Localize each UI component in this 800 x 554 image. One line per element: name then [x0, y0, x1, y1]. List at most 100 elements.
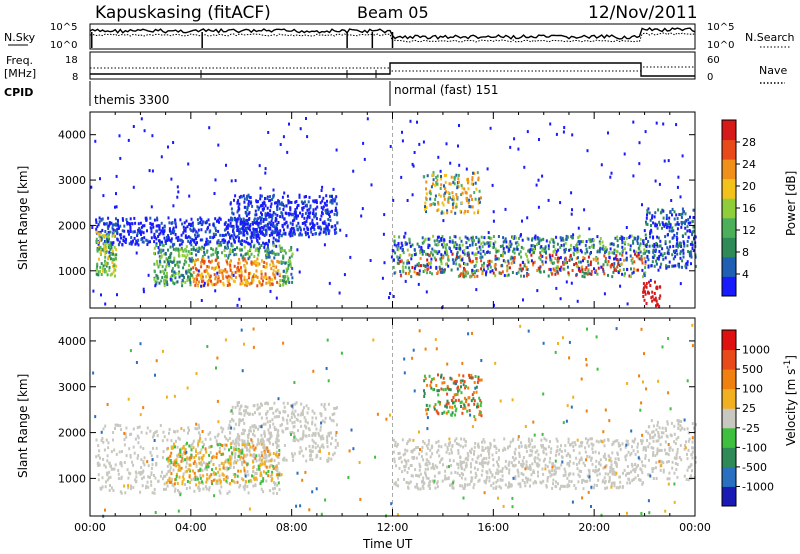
power-echo: [155, 242, 158, 246]
power-echo: [91, 226, 94, 229]
power-echo: [212, 223, 215, 227]
velocity-echo: [153, 488, 156, 491]
velocity-echo: [277, 439, 280, 443]
velocity-echo: [107, 441, 110, 445]
power-echo: [482, 249, 485, 253]
power-echo: [605, 250, 608, 254]
velocity-echo: [626, 465, 629, 468]
power-echo: [457, 274, 460, 278]
velocity-echo: [312, 432, 315, 436]
power-echo: [467, 187, 470, 191]
power-echo: [269, 289, 272, 293]
velocity-echo: [639, 478, 642, 482]
velocity-echo: [527, 439, 530, 443]
power-echo: [241, 220, 244, 224]
power-echo: [203, 250, 206, 254]
power-echo: [104, 270, 107, 274]
power-echo: [691, 243, 694, 247]
power-echo: [603, 292, 606, 296]
power-echo: [117, 220, 119, 224]
power-echo: [108, 233, 110, 237]
power-echo: [310, 221, 313, 225]
power-echo: [160, 255, 163, 259]
velocity-echo: [106, 454, 109, 458]
velocity-echo: [533, 457, 536, 461]
power-echo: [259, 197, 262, 201]
power-echo: [684, 226, 687, 230]
velocity-echo: [513, 451, 516, 454]
power-echo: [292, 219, 294, 223]
power-echo: [444, 180, 447, 184]
power-echo: [123, 239, 126, 243]
power-echo: [662, 257, 665, 261]
power-echo: [549, 258, 552, 262]
power-echo: [651, 214, 654, 218]
power-echo: [413, 270, 416, 274]
power-echo: [246, 205, 249, 209]
power-echo: [202, 279, 205, 283]
power-echo: [183, 276, 185, 279]
velocity-echo: [300, 449, 303, 453]
power-echo: [250, 260, 253, 264]
velocity-echo: [606, 486, 609, 490]
power-echo: [474, 263, 477, 267]
power-echo: [256, 284, 259, 288]
velocity-echo: [168, 469, 170, 473]
velocity-echo: [586, 455, 589, 458]
velocity-echo: [605, 464, 608, 468]
power-echo: [115, 217, 117, 221]
power-echo: [201, 255, 204, 258]
power-echo: [329, 194, 331, 198]
power-echo: [659, 239, 662, 243]
velocity-echo: [495, 486, 497, 490]
velocity-echo: [108, 470, 111, 474]
power-echo: [552, 250, 555, 254]
power-echo: [173, 274, 176, 278]
velocity-echo: [300, 424, 303, 428]
power-echo: [443, 186, 446, 190]
velocity-echo: [319, 457, 322, 460]
power-echo: [442, 241, 445, 245]
power-echo: [104, 243, 107, 247]
velocity-echo: [120, 475, 123, 479]
power-echo: [282, 256, 285, 260]
nave-label: Nave: [759, 64, 787, 77]
power-echo: [288, 249, 291, 253]
power-echo: [281, 195, 284, 199]
power-echo: [470, 238, 473, 242]
power-echo: [545, 239, 548, 243]
power-echo: [501, 254, 504, 258]
velocity-echo: [411, 450, 414, 454]
power-echo: [255, 221, 257, 225]
power-echo: [98, 216, 101, 220]
power-echo: [113, 245, 116, 249]
power-echo: [183, 254, 186, 258]
power-echo: [282, 275, 285, 279]
power-echo: [102, 269, 104, 273]
velocity-echo: [579, 441, 582, 445]
velocity-echo: [482, 438, 485, 442]
velocity-echo: [488, 476, 491, 480]
power-echo: [289, 212, 292, 216]
power-echo: [261, 204, 264, 208]
power-echo: [246, 219, 249, 222]
power-echo: [212, 232, 215, 236]
power-echo: [477, 176, 480, 180]
power-echo: [204, 230, 207, 234]
power-echo: [215, 265, 218, 269]
power-echo: [568, 248, 571, 252]
velocity-echo: [147, 475, 150, 479]
power-echo: [229, 202, 232, 206]
power-echo: [444, 243, 447, 247]
power-echo: [459, 258, 462, 262]
power-echo: [537, 178, 540, 182]
power-echo: [256, 261, 259, 265]
power-echo: [565, 237, 568, 241]
power-echo: [544, 246, 547, 250]
velocity-echo: [114, 427, 116, 430]
velocity-echo: [106, 459, 109, 463]
power-echo: [149, 216, 152, 220]
power-echo: [277, 239, 280, 243]
power-echo: [471, 205, 474, 209]
velocity-echo: [588, 469, 591, 473]
